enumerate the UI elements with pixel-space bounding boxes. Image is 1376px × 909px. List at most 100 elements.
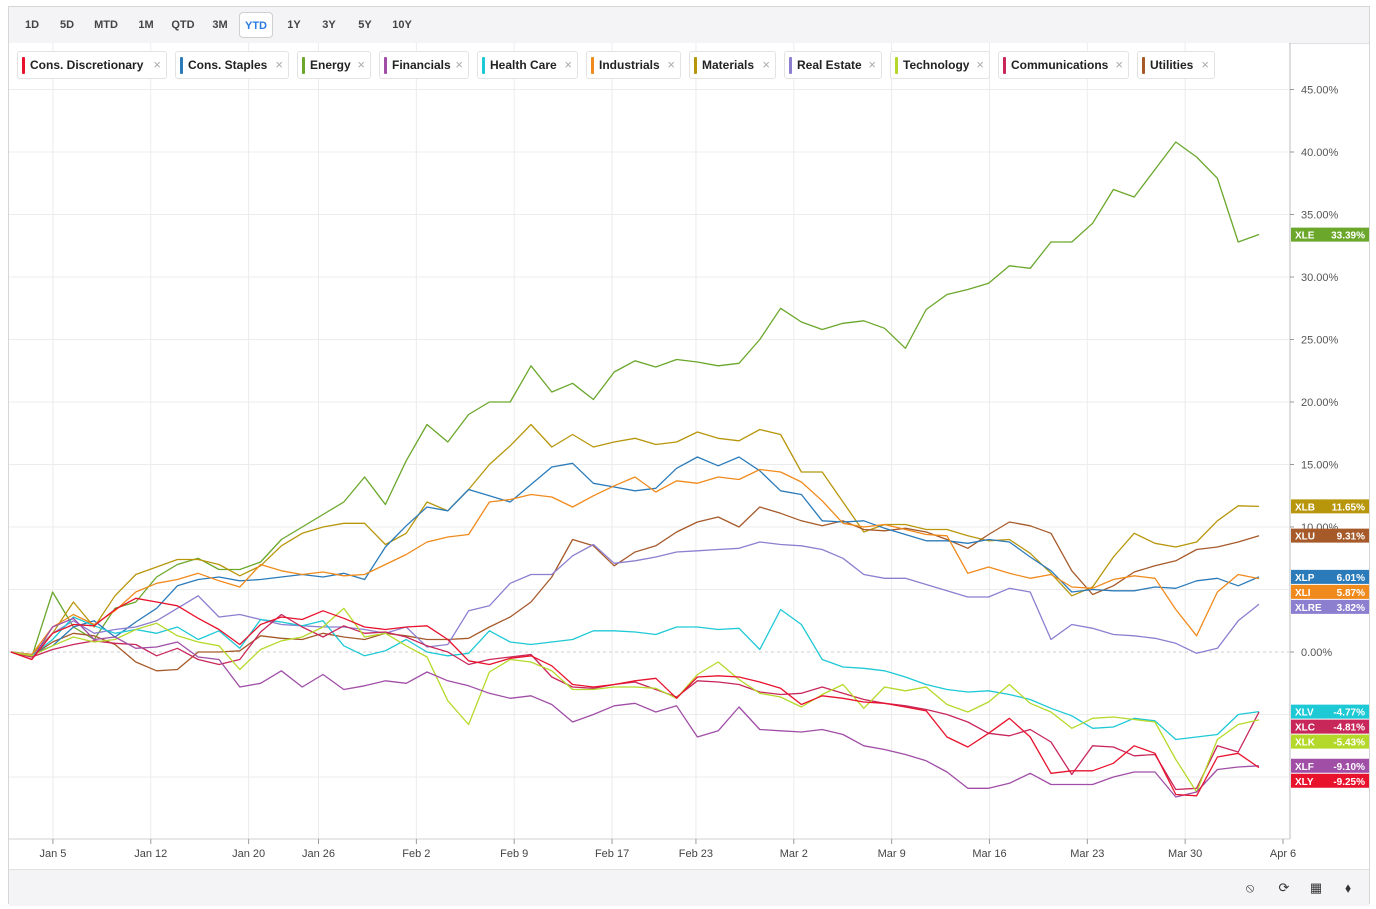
range-button-1d[interactable]: 1D	[24, 19, 40, 31]
tag-icon[interactable]: ⬧	[1345, 880, 1351, 895]
legend-color-swatch	[694, 57, 697, 74]
range-button-5d[interactable]: 5D	[59, 19, 75, 31]
badge-ticker: XLE	[1295, 231, 1315, 242]
badge-value: -9.10%	[1333, 762, 1365, 773]
badge-xlf: XLF -9.10%	[1291, 758, 1369, 773]
close-icon[interactable]: ×	[976, 57, 984, 72]
series-line-xly[interactable]	[10, 597, 1260, 797]
series-line-xlre[interactable]	[10, 541, 1260, 658]
close-icon[interactable]: ×	[357, 57, 365, 72]
legend-label: Cons. Staples	[188, 58, 268, 72]
series-line-xlf[interactable]	[10, 617, 1260, 798]
legend-label: Cons. Discretionary	[30, 58, 144, 72]
plot-area	[9, 43, 1289, 839]
y-tick-label: 0.00%	[1301, 647, 1332, 659]
legend-chip-utilities[interactable]: Utilities ×	[1137, 51, 1215, 79]
legend-label: Materials	[702, 58, 755, 72]
range-button-3y[interactable]: 3Y	[322, 19, 336, 31]
refresh-icon[interactable]: ⟳	[1278, 880, 1290, 895]
grid-lines	[9, 43, 1289, 839]
badge-value: 6.01%	[1337, 573, 1365, 584]
close-icon[interactable]: ×	[564, 57, 572, 72]
badge-background	[1291, 499, 1369, 514]
end-value-badges: XLE 33.39% XLB 11.65% XLU 9.31% XLP 6.01% XLI 5.8…	[1291, 227, 1369, 788]
badge-background	[1291, 758, 1369, 773]
hide-icon[interactable]: ⦸	[1245, 880, 1255, 895]
legend-chip-communications[interactable]: Communications ×	[998, 51, 1129, 79]
legend-label: Communications	[1011, 58, 1109, 72]
series-line-xlp[interactable]	[10, 456, 1260, 656]
close-icon[interactable]: ×	[1115, 57, 1123, 72]
x-tick-label: Feb 23	[679, 848, 713, 860]
close-icon[interactable]: ×	[762, 57, 770, 72]
badge-xli: XLI 5.87%	[1291, 584, 1369, 599]
series-line-xlb[interactable]	[10, 423, 1260, 656]
range-button-1y[interactable]: 1Y	[287, 19, 301, 31]
close-icon[interactable]: ×	[868, 57, 876, 72]
legend-color-swatch	[22, 57, 25, 74]
legend-color-swatch	[482, 57, 485, 74]
legend-color-swatch	[1142, 57, 1145, 74]
range-button-qtd[interactable]: QTD	[171, 19, 195, 31]
range-button-3m[interactable]: 3M	[212, 19, 228, 31]
close-icon[interactable]: ×	[455, 57, 463, 72]
badge-value: 9.31%	[1337, 532, 1365, 543]
range-button-10y[interactable]: 10Y	[392, 19, 412, 31]
badge-xlu: XLU 9.31%	[1291, 528, 1369, 543]
close-icon[interactable]: ×	[667, 57, 675, 72]
x-tick-label: Mar 2	[780, 848, 808, 860]
y-tick-label: 30.00%	[1301, 272, 1339, 284]
badge-ticker: XLRE	[1295, 603, 1322, 614]
badge-xlv: XLV -4.77%	[1291, 704, 1369, 719]
series-line-xle[interactable]	[10, 141, 1260, 658]
legend-color-swatch	[180, 57, 183, 74]
badge-ticker: XLU	[1295, 532, 1315, 543]
range-button-1m[interactable]: 1M	[138, 19, 154, 31]
legend-chip-cons-discretionary[interactable]: Cons. Discretionary ×	[17, 51, 167, 79]
x-tick-label: Jan 5	[39, 848, 66, 860]
close-icon[interactable]: ×	[275, 57, 283, 72]
legend-label: Real Estate	[797, 58, 862, 72]
legend-label: Financials	[392, 58, 451, 72]
badge-ticker: XLP	[1295, 573, 1315, 584]
close-icon[interactable]: ×	[153, 57, 161, 72]
legend-chip-technology[interactable]: Technology ×	[890, 51, 990, 79]
legend-label: Utilities	[1150, 58, 1194, 72]
range-button-5y[interactable]: 5Y	[358, 19, 372, 31]
legend-chip-materials[interactable]: Materials ×	[689, 51, 776, 79]
legend-chip-financials[interactable]: Financials ×	[379, 51, 469, 79]
x-tick-label: Mar 9	[878, 848, 906, 860]
legend-chip-health-care[interactable]: Health Care ×	[477, 51, 578, 79]
legend-chip-industrials[interactable]: Industrials ×	[586, 51, 681, 79]
badge-value: -9.25%	[1333, 777, 1365, 788]
badge-ticker: XLV	[1295, 708, 1314, 719]
x-tick-label: Jan 12	[134, 848, 167, 860]
badge-xly: XLY -9.25%	[1291, 773, 1369, 788]
y-tick-label: 40.00%	[1301, 147, 1339, 159]
x-tick-label: Jan 26	[302, 848, 335, 860]
legend-chip-cons-staples[interactable]: Cons. Staples ×	[175, 51, 289, 79]
legend-chip-real-estate[interactable]: Real Estate ×	[784, 51, 882, 79]
legend-chip-energy[interactable]: Energy ×	[297, 51, 371, 79]
badge-value: -4.81%	[1333, 723, 1365, 734]
series-line-xlc[interactable]	[10, 613, 1260, 791]
close-icon[interactable]: ×	[1201, 57, 1209, 72]
legend-label: Technology	[903, 58, 970, 72]
badge-ticker: XLC	[1295, 723, 1315, 734]
series-line-xli[interactable]	[10, 468, 1260, 656]
range-button-mtd[interactable]: MTD	[94, 19, 118, 31]
grid-icon[interactable]: ▦	[1309, 880, 1323, 895]
series-line-xlk[interactable]	[10, 607, 1260, 793]
legend-color-swatch	[789, 57, 792, 74]
badge-xle: XLE 33.39%	[1291, 227, 1369, 242]
badge-ticker: XLF	[1295, 762, 1314, 773]
badge-background	[1291, 584, 1369, 599]
y-tick-label: 25.00%	[1301, 335, 1339, 347]
range-button-ytd[interactable]: YTD	[239, 12, 273, 38]
series-line-xlv[interactable]	[10, 608, 1260, 741]
badge-ticker: XLY	[1295, 777, 1314, 788]
chart-toolbar-bottom: ⦸ ⟳ ▦ ⬧	[9, 869, 1369, 906]
series-line-xlu[interactable]	[10, 506, 1260, 672]
series-lines	[10, 141, 1260, 798]
badge-background	[1291, 528, 1369, 543]
